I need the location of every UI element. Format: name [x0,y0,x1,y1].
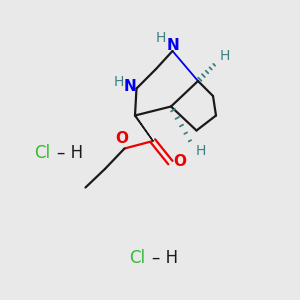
Text: O: O [173,154,187,169]
Text: H: H [220,50,230,63]
Text: O: O [116,131,129,146]
Polygon shape [135,115,153,141]
Text: – H: – H [152,249,178,267]
Text: H: H [113,75,124,89]
Text: H: H [195,144,206,158]
Text: H: H [156,31,166,44]
Text: Cl: Cl [34,144,51,162]
Text: N: N [167,38,179,53]
Text: – H: – H [57,144,83,162]
Text: N: N [124,79,136,94]
Text: Cl: Cl [129,249,145,267]
